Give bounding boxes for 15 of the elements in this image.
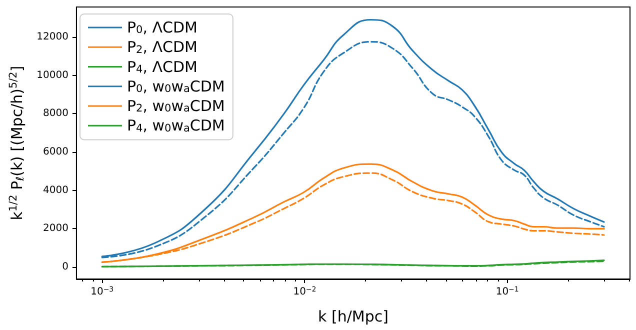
legend-label: P4, ΛCDM [127,58,198,76]
legend-label: P0, w0waCDM [127,77,225,96]
legend-label: P2, ΛCDM [127,38,198,56]
y-tick-label: 2000 [43,223,68,234]
legend-label: P4, w0waCDM [127,116,225,135]
y-tick-label: 6000 [43,146,68,158]
y-tick-label: 4000 [43,184,68,196]
y-tick-label: 10000 [36,70,68,81]
y-tick-label: 0 [62,262,68,272]
y-axis-title: k1/2 Pℓ(k) [(Mpc/h)5/2] [8,66,26,220]
legend-label: P0, ΛCDM [127,18,198,36]
x-axis-title: k [h/Mpc] [318,308,388,326]
legend-label: P2, w0waCDM [127,97,225,115]
y-tick-label: 8000 [43,108,68,120]
y-tick-label: 12000 [36,31,68,42]
